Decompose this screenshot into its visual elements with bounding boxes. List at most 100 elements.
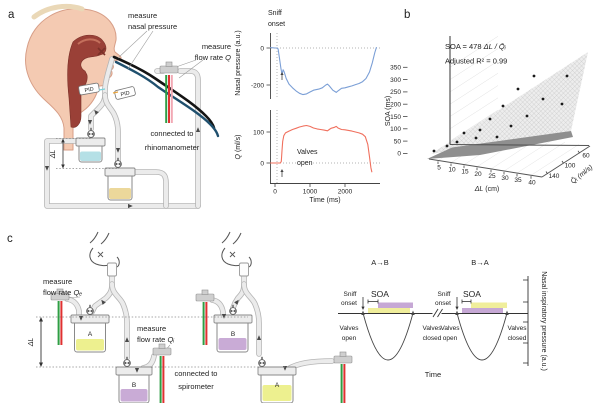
leader-lines	[64, 30, 204, 353]
tick-label: 60	[582, 152, 590, 159]
wall-gridline	[449, 48, 499, 80]
flow-rate-plot: Valves open Q (ml/s) Time (ms)	[235, 110, 380, 204]
flow-rate-trace	[270, 124, 373, 173]
jar-liquid	[76, 339, 104, 351]
delta-l-label-a: ΔL	[50, 150, 57, 160]
soa-label: SOA	[463, 289, 481, 299]
sensor-fitting	[152, 343, 172, 356]
hair-highlight	[31, 3, 85, 20]
tick-label: 0	[273, 189, 277, 196]
condition-ba-label: B→A	[471, 258, 489, 267]
sensor-stripe	[162, 356, 165, 403]
jar-yellow	[104, 167, 136, 201]
axis-break-slashes	[432, 308, 443, 318]
tick-label: 15	[461, 169, 469, 176]
pid-label: PID	[84, 87, 94, 95]
connected-rhinomanometer-label: rhinomanometer	[145, 143, 200, 152]
wall-gridline	[449, 109, 499, 142]
wall-gridline	[449, 97, 499, 130]
data-point	[509, 124, 513, 128]
head-illustration	[25, 3, 122, 151]
r-squared-label: Adjusted R² = 0.99	[445, 57, 507, 66]
wall-gridline	[449, 60, 499, 93]
y-axis-label: Q (ml/s)	[235, 135, 242, 160]
panel-label-c: c	[7, 233, 13, 245]
measure-flow-qe-label: measure	[43, 277, 72, 286]
sniff-onset-label: Sniff	[268, 10, 282, 17]
tick-label: 5	[437, 165, 441, 172]
delta-l-label-c: ΔL	[28, 338, 35, 348]
data-point	[432, 149, 436, 153]
panel-c-annotations: measure flow rate Qₑ measure flow rate Q…	[43, 277, 217, 391]
soa-label: SOA	[371, 289, 389, 299]
valve-open-marker	[280, 169, 284, 177]
sensor-stripe	[202, 302, 205, 345]
z-axis-label: SOA (ms)	[385, 96, 392, 126]
turbinate-icon	[97, 47, 106, 56]
delta-l-dimension-c: ΔL	[28, 316, 296, 368]
tick-label: 150	[390, 114, 401, 121]
measure-flow-qe-label: flow rate Qₑ	[43, 288, 82, 297]
sensor-fitting	[333, 351, 353, 364]
tick-label: 2000	[338, 189, 353, 196]
odor-b-bar	[462, 308, 503, 314]
jar-liquid	[109, 188, 131, 199]
tick-label: 20	[474, 171, 482, 178]
sensor-stripe	[165, 75, 168, 123]
pid-label: PID	[120, 90, 130, 98]
jar-liquid	[218, 338, 247, 350]
data-point	[455, 140, 459, 144]
odor-a-bar	[368, 308, 410, 314]
tube-outline	[132, 169, 169, 209]
sensor-stripe	[159, 356, 162, 403]
data-point	[516, 87, 520, 91]
tick-label: 25	[488, 173, 496, 180]
tube	[178, 69, 200, 208]
tick-label: 200	[390, 102, 401, 109]
data-point	[462, 131, 466, 135]
sniff-trace-2	[456, 312, 508, 361]
flow-sensor-qi	[152, 343, 172, 403]
floor-gridline	[516, 141, 566, 174]
tube	[133, 170, 168, 208]
jar-lid	[70, 314, 110, 324]
tick-label: 250	[390, 89, 401, 96]
data-point	[501, 104, 505, 108]
flow-sensor-qe	[50, 288, 70, 345]
data-point	[488, 117, 492, 121]
tick-label: 0	[260, 45, 264, 52]
tick-label: 0	[260, 160, 264, 167]
sensor-stripe	[343, 364, 346, 403]
pid-valve-right: PID	[114, 86, 136, 100]
tick-label: 100	[390, 126, 401, 133]
pressure-axis-label: Nasal inspiratory pressure (a.u.)	[540, 271, 547, 371]
sniff-onset-arrow	[361, 297, 459, 310]
data-point	[474, 136, 478, 140]
jar-b2: B	[213, 314, 253, 353]
nose-icon-left	[89, 231, 120, 277]
jar-lid	[213, 314, 253, 324]
x-axis-line	[428, 158, 543, 178]
pid-valve-left: PID	[78, 82, 100, 96]
soa-bracket	[367, 299, 472, 304]
tick-label: 100	[253, 129, 264, 136]
tick-label: 40	[528, 179, 536, 186]
data-point	[525, 114, 529, 118]
tick-label: -200	[251, 82, 264, 89]
timeline-diagram: A→B B→A Sniff onset SOA Sniff onset SOA …	[338, 258, 547, 379]
x-axis-label: Time (ms)	[309, 197, 340, 204]
tick-label: 1000	[303, 189, 318, 196]
jar-b1: B	[115, 366, 153, 403]
sinus-accent	[77, 38, 101, 45]
valves-open-label: open	[342, 335, 357, 342]
nose-icon-right	[221, 231, 252, 277]
data-point	[532, 74, 536, 78]
valves-closed-label: closed	[508, 335, 527, 342]
tick-label: 300	[390, 77, 401, 84]
data-point	[495, 135, 499, 139]
tick-label: 0	[397, 151, 401, 158]
data-point	[445, 144, 449, 148]
jar-a1: A	[70, 314, 110, 353]
